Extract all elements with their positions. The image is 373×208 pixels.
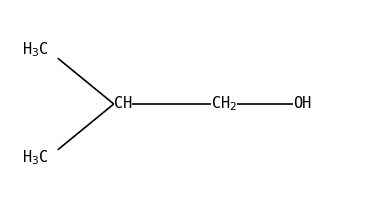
Text: H$_3$C: H$_3$C: [22, 41, 49, 59]
Text: OH: OH: [293, 97, 311, 111]
Text: H$_3$C: H$_3$C: [22, 149, 49, 167]
Text: CH: CH: [114, 97, 132, 111]
Text: CH$_2$: CH$_2$: [211, 95, 237, 113]
